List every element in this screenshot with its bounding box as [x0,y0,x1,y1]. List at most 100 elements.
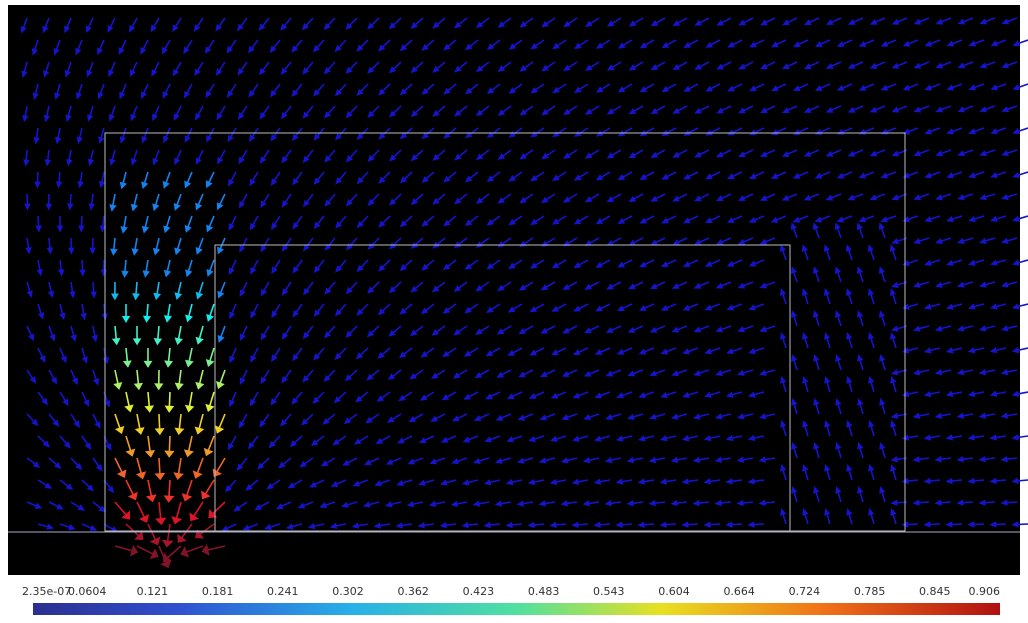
vector-arrow [37,347,46,363]
vector-arrow [410,105,424,118]
vector-arrow [421,83,435,96]
vector-arrow [857,354,864,371]
vector-arrow [912,499,930,506]
vector-arrow [957,281,974,288]
vector-arrow [270,83,281,98]
vector-arrow [410,17,424,29]
vector-arrow [748,347,765,355]
vector-arrow [846,376,853,393]
vector-arrow [857,442,864,459]
vector-arrow [184,215,193,233]
vector-arrow [312,39,325,53]
vector-arrow [901,521,919,528]
vector-arrow [162,171,171,189]
vector-arrow [485,391,501,400]
vector-arrow [259,413,270,428]
vector-arrow [540,325,556,334]
vector-arrow [420,303,435,315]
vector-arrow [266,479,281,490]
vector-arrow [823,244,831,261]
vector-arrow [878,222,886,239]
vector-arrow [378,215,391,228]
vector-arrow [356,171,369,185]
vector-arrow [280,413,292,427]
vector-arrow [35,215,42,233]
vector-arrow [562,149,578,159]
vector-arrow [561,369,578,377]
vector-arrow [250,303,259,319]
vector-arrow [388,281,402,294]
vector-arrow [891,281,908,288]
vector-arrow [496,325,512,335]
vector-arrow [97,83,105,100]
vector-arrow [398,347,413,359]
vector-arrow [990,215,1007,222]
vector-arrow [638,391,655,399]
vector-arrow [432,17,446,29]
vector-arrow [122,347,132,368]
vector-arrow [506,435,523,443]
vector-arrow [355,347,369,360]
vector-arrow [519,17,534,28]
vector-arrow [595,259,611,268]
vector-arrow [878,310,886,327]
vector-arrow [20,17,28,34]
vector-arrow [606,149,622,159]
vector-arrow [967,434,985,441]
vector-arrow [473,413,490,421]
vector-arrow [250,259,259,275]
vector-arrow [119,171,127,190]
vector-arrow [420,347,435,358]
vector-arrow [694,105,710,114]
vector-arrow [108,61,116,78]
vector-arrow [715,281,732,289]
vector-arrow [307,522,325,530]
vector-arrow [638,303,655,311]
vector-arrow [967,477,985,485]
vector-arrow [505,478,523,486]
vector-arrow [560,500,578,507]
vector-arrow [737,149,754,158]
vector-arrow [758,499,776,507]
vector-arrow [475,105,490,117]
vector-arrow [204,39,215,54]
vector-arrow [637,435,655,442]
vector-arrow [154,457,166,481]
vector-arrow [508,259,523,270]
vector-arrow [846,508,853,525]
vector-arrow [714,499,732,507]
vector-arrow [650,237,666,246]
vector-arrow [366,325,380,338]
vector-arrow [639,83,655,93]
vector-arrow [902,39,919,47]
vector-arrow [584,61,600,71]
vector-arrow [639,171,655,180]
vector-arrow [194,61,204,77]
vector-arrow [152,193,160,212]
vector-arrow [639,259,655,268]
vector-arrow [935,61,952,69]
vector-arrow [355,391,369,403]
vector-arrow [132,325,142,346]
vector-arrow [212,457,226,478]
vector-arrow [541,149,556,160]
vector-arrow [214,413,226,434]
vector-arrow [934,412,952,419]
vector-arrow [856,266,864,283]
vector-arrow [259,149,270,164]
vector-arrow [323,369,336,383]
vector-arrow [367,105,380,118]
vector-arrow [324,281,336,295]
vector-arrow [648,499,666,507]
vector-arrow [694,17,710,26]
vector-arrow [410,149,424,162]
vector-arrow [748,303,765,311]
vector-arrow [181,479,193,502]
vector-arrow [324,149,336,163]
vector-arrow [226,39,237,54]
vector-arrow [737,325,754,333]
vector-arrow [880,39,897,47]
vector-arrow [924,83,941,91]
vector-arrow [880,83,897,91]
vector-arrow [141,171,149,190]
